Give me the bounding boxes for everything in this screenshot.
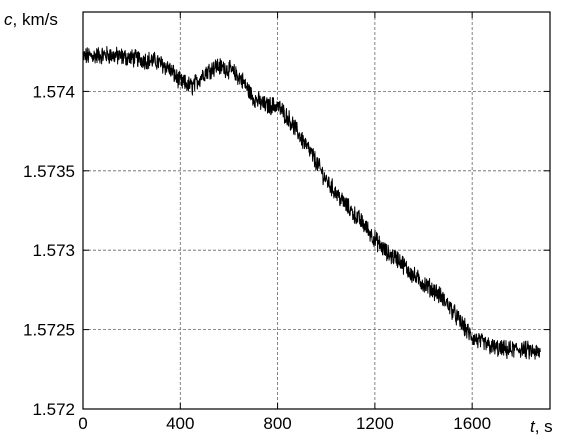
plot-frame xyxy=(82,11,551,410)
x-tick-label: 0 xyxy=(78,414,87,433)
y-axis-unit: , km/s xyxy=(13,10,58,29)
y-axis-label: c, km/s xyxy=(4,10,58,29)
grid-lines xyxy=(83,12,550,409)
x-axis-variable: t xyxy=(530,417,536,436)
y-tick-label: 1.573 xyxy=(32,241,75,260)
x-tick-label: 800 xyxy=(263,414,291,433)
y-axis-variable: c xyxy=(4,10,13,29)
x-axis-unit: , s xyxy=(535,417,553,436)
tick-marks xyxy=(82,12,550,410)
x-tick-label: 1200 xyxy=(356,414,394,433)
y-tick-label: 1.572 xyxy=(32,400,75,419)
x-tick-label: 1600 xyxy=(453,414,491,433)
series-layer xyxy=(82,45,541,360)
x-tick-label: 400 xyxy=(166,414,194,433)
series-line xyxy=(82,45,541,360)
y-tick-label: 1.574 xyxy=(32,82,75,101)
tick-labels: 0 400 800 1200 1600 1.572 1.5725 1.573 1.5735 1.5… xyxy=(23,82,491,433)
y-tick-label: 1.5735 xyxy=(23,162,75,181)
y-tick-label: 1.5725 xyxy=(23,321,75,340)
x-axis-label: t, s xyxy=(530,417,553,436)
